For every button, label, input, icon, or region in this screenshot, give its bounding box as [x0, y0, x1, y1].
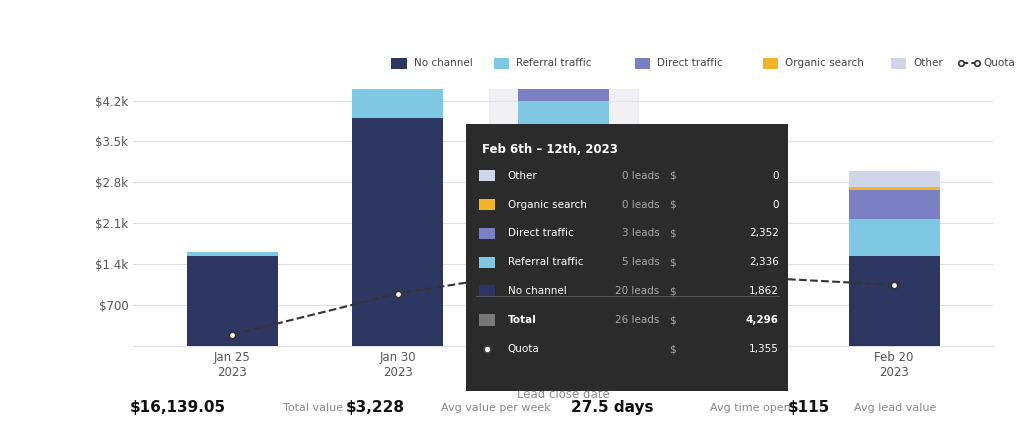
- Bar: [518, 0, 608, 101]
- Text: 4,296: 4,296: [745, 315, 779, 325]
- Bar: [849, 190, 940, 219]
- Text: $: $: [669, 170, 676, 181]
- Bar: [186, 252, 278, 256]
- Bar: [849, 256, 940, 346]
- Text: Feb 6th – 12th, 2023: Feb 6th – 12th, 2023: [482, 143, 617, 156]
- Text: Organic search: Organic search: [785, 58, 864, 68]
- Text: 1,355: 1,355: [749, 344, 779, 354]
- Bar: [849, 186, 940, 190]
- Text: $: $: [669, 315, 676, 325]
- Bar: [488, 89, 638, 346]
- Text: 0 leads: 0 leads: [622, 170, 659, 181]
- Text: 3 leads: 3 leads: [622, 229, 659, 238]
- Text: Direct traffic: Direct traffic: [657, 58, 723, 68]
- Bar: [683, 245, 774, 256]
- Text: 5 leads: 5 leads: [622, 258, 659, 267]
- FancyBboxPatch shape: [479, 170, 495, 182]
- Text: Total: Total: [508, 315, 537, 325]
- Text: Avg time open: Avg time open: [710, 403, 791, 412]
- FancyBboxPatch shape: [391, 58, 407, 69]
- Text: 26 leads: 26 leads: [615, 315, 659, 325]
- Text: Referral traffic: Referral traffic: [508, 258, 584, 267]
- Text: Direct traffic: Direct traffic: [508, 229, 573, 238]
- Text: 20 leads: 20 leads: [615, 286, 659, 296]
- Bar: [518, 238, 608, 346]
- Text: 0: 0: [772, 170, 779, 181]
- Text: Referral traffic: Referral traffic: [516, 58, 592, 68]
- Bar: [683, 263, 774, 305]
- Text: 2,336: 2,336: [749, 258, 779, 267]
- Text: 27.5 days: 27.5 days: [571, 400, 653, 415]
- Text: No channel: No channel: [414, 58, 472, 68]
- FancyBboxPatch shape: [479, 228, 495, 239]
- Bar: [849, 171, 940, 186]
- Bar: [352, 54, 443, 83]
- Text: Avg lead value: Avg lead value: [854, 403, 936, 412]
- Bar: [518, 101, 608, 238]
- Text: Other: Other: [913, 58, 943, 68]
- Bar: [186, 256, 278, 346]
- Text: $: $: [669, 258, 676, 267]
- FancyBboxPatch shape: [763, 58, 778, 69]
- FancyBboxPatch shape: [479, 285, 495, 297]
- Text: $16,139.05: $16,139.05: [129, 400, 225, 415]
- Text: Other: Other: [508, 170, 538, 181]
- Bar: [352, 118, 443, 346]
- FancyBboxPatch shape: [479, 198, 495, 210]
- Text: Quota: Quota: [508, 344, 540, 354]
- FancyBboxPatch shape: [891, 58, 906, 69]
- FancyBboxPatch shape: [635, 58, 650, 69]
- Text: 2,352: 2,352: [749, 229, 779, 238]
- Text: $3,228: $3,228: [346, 400, 404, 415]
- Text: $: $: [669, 344, 676, 354]
- Text: $: $: [669, 286, 676, 296]
- Bar: [683, 256, 774, 263]
- Text: Total value: Total value: [283, 403, 343, 412]
- Text: $: $: [669, 229, 676, 238]
- Text: 0: 0: [772, 199, 779, 210]
- Bar: [352, 83, 443, 118]
- Text: $: $: [669, 199, 676, 210]
- FancyBboxPatch shape: [479, 257, 495, 268]
- FancyBboxPatch shape: [494, 58, 509, 69]
- Text: 1,862: 1,862: [749, 286, 779, 296]
- FancyBboxPatch shape: [479, 314, 495, 326]
- Text: Quota: Quota: [983, 58, 1015, 68]
- Text: No channel: No channel: [508, 286, 566, 296]
- Text: $115: $115: [787, 400, 829, 415]
- Bar: [683, 305, 774, 346]
- Text: Organic search: Organic search: [508, 199, 587, 210]
- Text: 0 leads: 0 leads: [622, 199, 659, 210]
- X-axis label: Lead close date: Lead close date: [517, 388, 609, 400]
- Text: Avg value per week: Avg value per week: [441, 403, 551, 412]
- Bar: [849, 219, 940, 256]
